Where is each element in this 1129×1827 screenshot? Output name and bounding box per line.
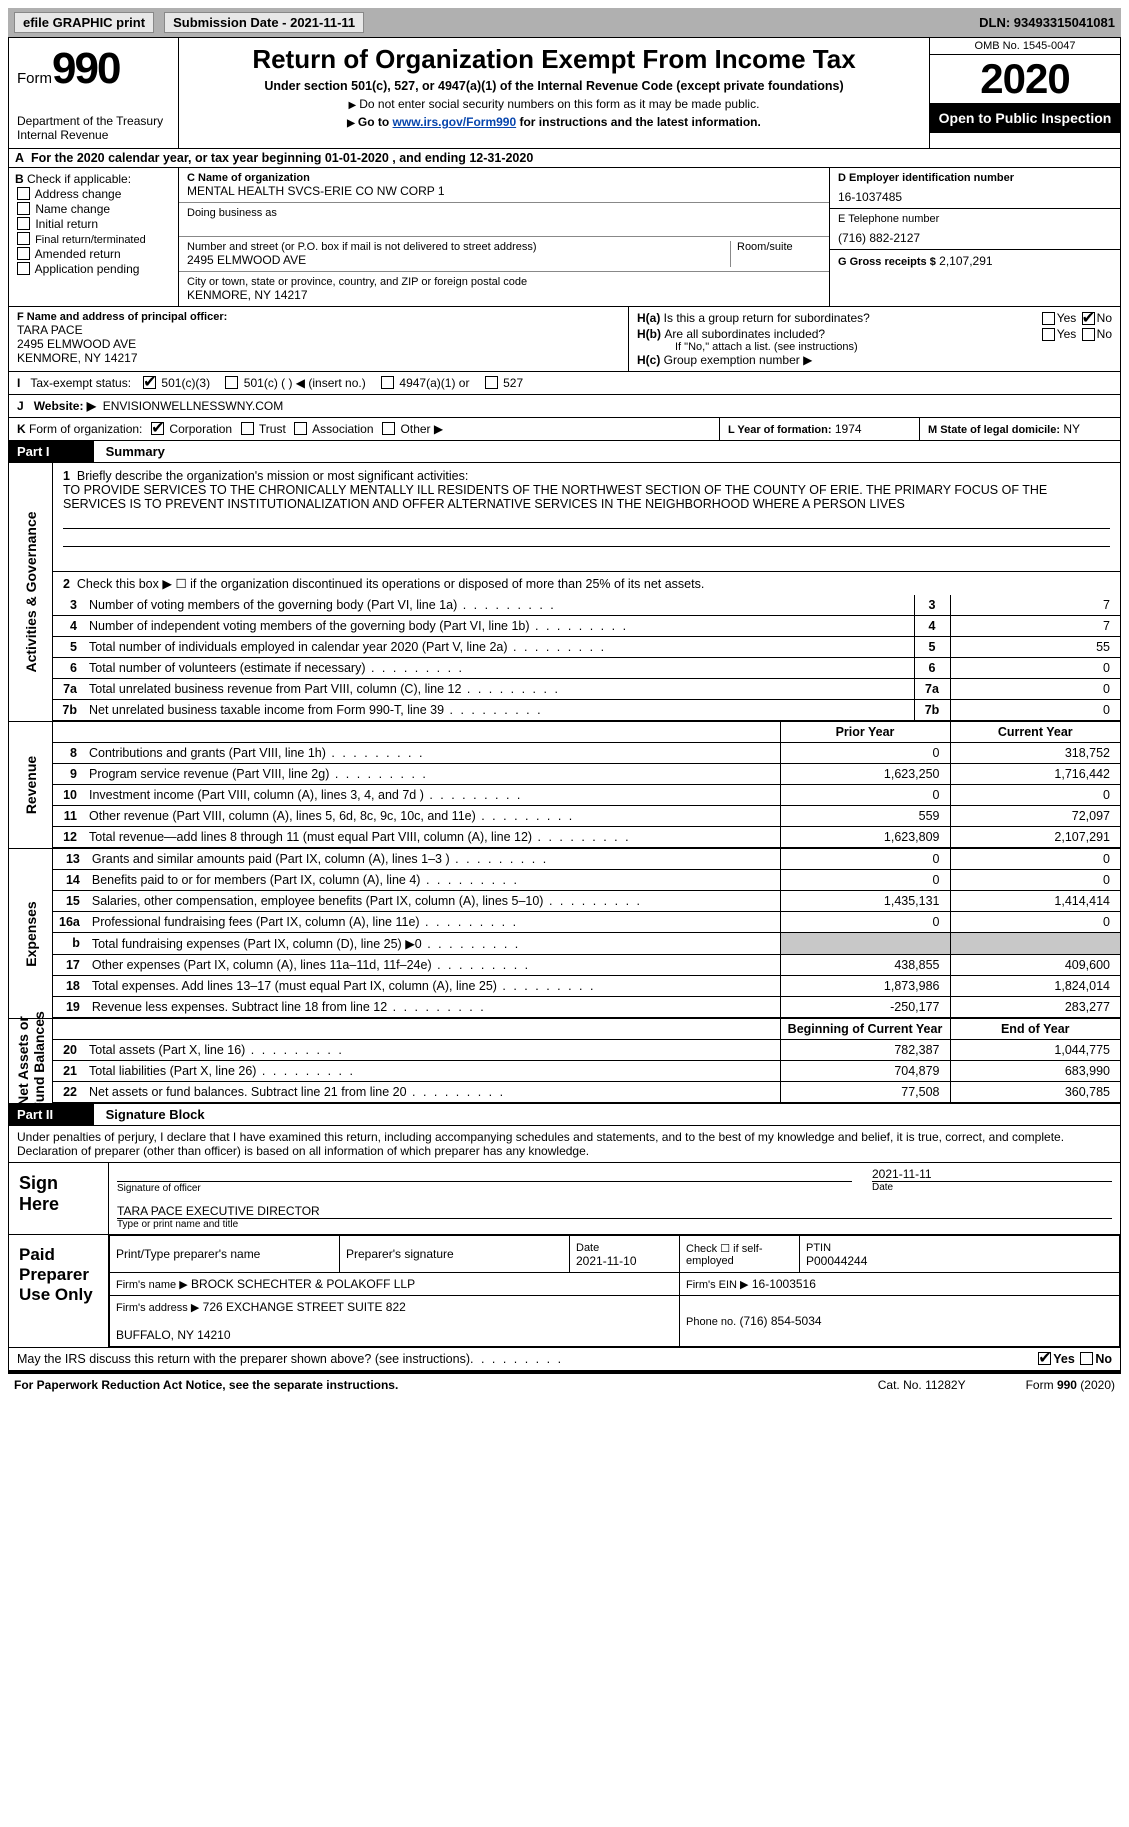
addr-label: Number and street (or P.O. box if mail i…: [187, 241, 724, 253]
paperwork-notice: For Paperwork Reduction Act Notice, see …: [14, 1378, 398, 1392]
k-assoc[interactable]: [294, 422, 307, 435]
dln-text: DLN: 93493315041081: [979, 15, 1115, 30]
open-public-inspection: Open to Public Inspection: [930, 104, 1120, 133]
part-i-header: Part I: [9, 441, 94, 462]
top-toolbar: efile GRAPHIC print Submission Date - 20…: [8, 8, 1121, 37]
prep-sig-label: Preparer's signature: [340, 1236, 570, 1273]
section-b-checkboxes: B Check if applicable: Address change Na…: [9, 168, 179, 306]
dept-treasury: Department of the Treasury Internal Reve…: [17, 114, 170, 142]
hb-yes[interactable]: [1042, 328, 1055, 341]
street-address: 2495 ELMWOOD AVE: [187, 253, 724, 267]
submission-date-btn[interactable]: Submission Date - 2021-11-11: [164, 12, 364, 33]
part-i-title: Summary: [98, 441, 173, 462]
line-a-tax-year: A For the 2020 calendar year, or tax yea…: [9, 149, 1120, 168]
i-4947[interactable]: [381, 376, 394, 389]
city-state-zip: KENMORE, NY 14217: [187, 288, 821, 302]
j-website-label: Website: ▶: [34, 399, 96, 413]
i-501c[interactable]: [225, 376, 238, 389]
sig-date-label: Date: [872, 1181, 1112, 1193]
ptin-value: P00044244: [806, 1254, 867, 1268]
may-irs-yes[interactable]: [1038, 1352, 1051, 1365]
form-footer: Form 990 (2020): [1026, 1378, 1115, 1392]
form-label: Form: [17, 70, 52, 87]
ha-no[interactable]: [1082, 312, 1095, 325]
ein-value: 16-1037485: [838, 190, 1112, 204]
omb-number: OMB No. 1545-0047: [930, 38, 1120, 55]
year-formation: 1974: [835, 422, 862, 436]
firm-phone: (716) 854-5034: [740, 1314, 822, 1328]
cat-number: Cat. No. 11282Y: [878, 1378, 966, 1392]
vtab-net-assets: Net Assets or Fund Balances: [9, 1019, 53, 1103]
dba-label: Doing business as: [187, 207, 821, 219]
officer-name-addr: TARA PACE 2495 ELMWOOD AVE KENMORE, NY 1…: [17, 323, 620, 365]
form-subtitle: Under section 501(c), 527, or 4947(a)(1)…: [191, 79, 917, 93]
officer-sig-line: Signature of officer: [117, 1181, 852, 1194]
k-trust[interactable]: [241, 422, 254, 435]
irs-link[interactable]: www.irs.gov/Form990: [393, 115, 517, 129]
phone-value: (716) 882-2127: [838, 231, 1112, 245]
form-number: 990: [52, 44, 119, 93]
prep-name-label: Print/Type preparer's name: [110, 1236, 340, 1273]
g-gross-label: G Gross receipts $: [838, 256, 936, 268]
sign-here-label: Sign Here: [9, 1163, 109, 1234]
h-a-question: Is this a group return for subordinates?: [664, 311, 1040, 325]
firm-name: BROCK SCHECHTER & POLAKOFF LLP: [191, 1277, 415, 1291]
note-ssn: Do not enter social security numbers on …: [359, 97, 759, 111]
form-title: Return of Organization Exempt From Incom…: [191, 44, 917, 75]
vtab-expenses: Expenses: [9, 849, 53, 1018]
org-name: MENTAL HEALTH SVCS-ERIE CO NW CORP 1: [187, 184, 821, 198]
may-irs-discuss: May the IRS discuss this return with the…: [17, 1352, 470, 1366]
mission-text: TO PROVIDE SERVICES TO THE CHRONICALLY M…: [63, 483, 1110, 511]
may-irs-no[interactable]: [1080, 1352, 1093, 1365]
m-state-label: M State of legal domicile:: [928, 424, 1060, 436]
q1-mission-label: Briefly describe the organization's miss…: [77, 469, 468, 483]
prep-date: 2021-11-10: [576, 1254, 637, 1268]
name-title-label: Type or print name and title: [117, 1218, 1112, 1230]
d-ein-label: D Employer identification number: [838, 172, 1112, 184]
firm-ein: 16-1003516: [752, 1277, 816, 1291]
city-label: City or town, state or province, country…: [187, 276, 821, 288]
note-goto-pre: Go to: [358, 115, 393, 129]
f-officer-label: F Name and address of principal officer:: [17, 311, 620, 323]
efile-graphic-btn[interactable]: efile GRAPHIC print: [14, 12, 154, 33]
vtab-governance: Activities & Governance: [9, 463, 53, 721]
sig-date-value: 2021-11-11: [872, 1167, 1112, 1181]
i-tax-exempt-label: Tax-exempt status:: [30, 376, 131, 390]
k-other[interactable]: [382, 422, 395, 435]
i-501c3[interactable]: [143, 376, 156, 389]
ha-yes[interactable]: [1042, 312, 1055, 325]
h-c-label: Group exemption number ▶: [664, 353, 813, 367]
form-id-block: Form990 Department of the Treasury Inter…: [9, 38, 179, 148]
part-ii-title: Signature Block: [98, 1104, 213, 1125]
h-b-note: If "No," attach a list. (see instruction…: [637, 341, 1112, 353]
q2-discontinued: Check this box ▶ ☐ if the organization d…: [77, 577, 704, 591]
hb-no[interactable]: [1082, 328, 1095, 341]
website-url: ENVISIONWELLNESSWNY.COM: [103, 399, 283, 413]
vtab-revenue: Revenue: [9, 722, 53, 848]
k-form-org-label: Form of organization:: [29, 422, 142, 436]
room-suite-label: Room/suite: [731, 241, 821, 267]
h-b-question: Are all subordinates included?: [664, 327, 1039, 341]
i-527[interactable]: [485, 376, 498, 389]
c-name-label: C Name of organization: [187, 172, 821, 184]
k-corp[interactable]: [151, 422, 164, 435]
state-domicile: NY: [1063, 422, 1080, 436]
note-goto-post: for instructions and the latest informat…: [516, 115, 761, 129]
l-year-label: L Year of formation:: [728, 424, 832, 436]
officer-name-title: TARA PACE EXECUTIVE DIRECTOR: [117, 1204, 1112, 1218]
paid-preparer-label: Paid Preparer Use Only: [9, 1235, 109, 1347]
gross-receipts: 2,107,291: [939, 254, 992, 268]
tax-year: 2020: [930, 55, 1120, 104]
e-phone-label: E Telephone number: [838, 213, 1112, 225]
form-page: Form990 Department of the Treasury Inter…: [8, 37, 1121, 1372]
perjury-declaration: Under penalties of perjury, I declare th…: [9, 1126, 1120, 1163]
check-self-employed[interactable]: Check ☐ if self-employed: [680, 1236, 800, 1273]
